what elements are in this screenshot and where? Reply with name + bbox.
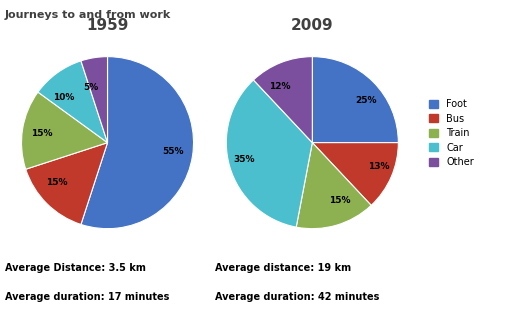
Text: 13%: 13%	[368, 162, 389, 171]
Wedge shape	[81, 57, 194, 229]
Text: 15%: 15%	[47, 178, 68, 187]
Text: 25%: 25%	[355, 95, 376, 105]
Title: 1959: 1959	[87, 17, 129, 33]
Text: 12%: 12%	[269, 82, 290, 91]
Text: Average duration: 17 minutes: Average duration: 17 minutes	[5, 292, 169, 302]
Text: 55%: 55%	[163, 147, 184, 156]
Text: Average duration: 42 minutes: Average duration: 42 minutes	[215, 292, 379, 302]
Text: 35%: 35%	[233, 155, 254, 164]
Text: Journeys to and from work: Journeys to and from work	[5, 10, 172, 20]
Text: 15%: 15%	[31, 129, 52, 139]
Wedge shape	[38, 61, 108, 143]
Legend: Foot, Bus, Train, Car, Other: Foot, Bus, Train, Car, Other	[424, 95, 478, 171]
Wedge shape	[22, 92, 108, 169]
Wedge shape	[296, 143, 371, 229]
Wedge shape	[81, 57, 108, 143]
Wedge shape	[312, 57, 398, 143]
Text: 10%: 10%	[53, 93, 75, 102]
Title: 2009: 2009	[291, 17, 334, 33]
Text: Average distance: 19 km: Average distance: 19 km	[215, 263, 351, 273]
Text: Average Distance: 3.5 km: Average Distance: 3.5 km	[5, 263, 146, 273]
Text: 5%: 5%	[83, 83, 99, 92]
Wedge shape	[26, 143, 108, 224]
Text: 15%: 15%	[329, 196, 351, 205]
Wedge shape	[253, 57, 312, 143]
Wedge shape	[226, 80, 312, 227]
Wedge shape	[312, 143, 398, 205]
